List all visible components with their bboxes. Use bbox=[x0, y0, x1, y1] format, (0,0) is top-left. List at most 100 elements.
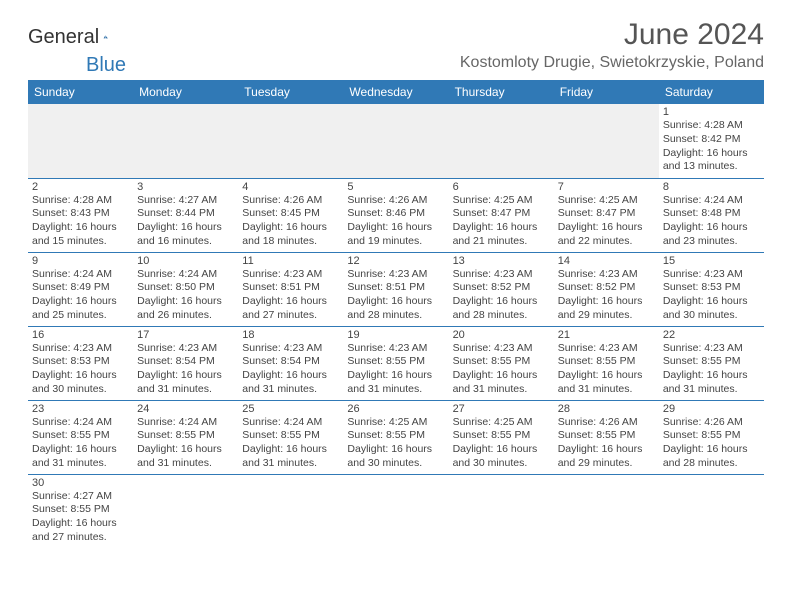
logo-sail-icon bbox=[103, 26, 108, 48]
sunrise-text: Sunrise: 4:23 AM bbox=[242, 342, 339, 356]
dl2-text: and 31 minutes. bbox=[32, 457, 129, 471]
dl1-text: Daylight: 16 hours bbox=[347, 221, 444, 235]
calendar-cell: 28Sunrise: 4:26 AMSunset: 8:55 PMDayligh… bbox=[554, 400, 659, 474]
sunset-text: Sunset: 8:55 PM bbox=[663, 355, 760, 369]
calendar-row: 1Sunrise: 4:28 AMSunset: 8:42 PMDaylight… bbox=[28, 104, 764, 178]
calendar-cell bbox=[238, 474, 343, 548]
calendar-row: 23Sunrise: 4:24 AMSunset: 8:55 PMDayligh… bbox=[28, 400, 764, 474]
day-number: 17 bbox=[137, 328, 234, 342]
calendar-cell bbox=[449, 474, 554, 548]
day-number: 5 bbox=[347, 180, 444, 194]
calendar-cell: 27Sunrise: 4:25 AMSunset: 8:55 PMDayligh… bbox=[449, 400, 554, 474]
sunrise-text: Sunrise: 4:26 AM bbox=[347, 194, 444, 208]
sunrise-text: Sunrise: 4:23 AM bbox=[137, 342, 234, 356]
calendar-row: 2Sunrise: 4:28 AMSunset: 8:43 PMDaylight… bbox=[28, 178, 764, 252]
dl2-text: and 28 minutes. bbox=[453, 309, 550, 323]
day-number: 16 bbox=[32, 328, 129, 342]
calendar-cell: 2Sunrise: 4:28 AMSunset: 8:43 PMDaylight… bbox=[28, 178, 133, 252]
dl1-text: Daylight: 16 hours bbox=[32, 443, 129, 457]
calendar-cell: 11Sunrise: 4:23 AMSunset: 8:51 PMDayligh… bbox=[238, 252, 343, 326]
title-block: June 2024 Kostomloty Drugie, Swietokrzys… bbox=[460, 18, 764, 72]
sunrise-text: Sunrise: 4:25 AM bbox=[453, 194, 550, 208]
sunset-text: Sunset: 8:54 PM bbox=[137, 355, 234, 369]
day-number: 30 bbox=[32, 476, 129, 490]
weekday-header: Friday bbox=[554, 80, 659, 104]
calendar-cell: 12Sunrise: 4:23 AMSunset: 8:51 PMDayligh… bbox=[343, 252, 448, 326]
dl1-text: Daylight: 16 hours bbox=[242, 443, 339, 457]
sunset-text: Sunset: 8:55 PM bbox=[137, 429, 234, 443]
dl1-text: Daylight: 16 hours bbox=[137, 369, 234, 383]
dl1-text: Daylight: 16 hours bbox=[663, 443, 760, 457]
calendar-cell: 8Sunrise: 4:24 AMSunset: 8:48 PMDaylight… bbox=[659, 178, 764, 252]
calendar-cell: 19Sunrise: 4:23 AMSunset: 8:55 PMDayligh… bbox=[343, 326, 448, 400]
sunset-text: Sunset: 8:53 PM bbox=[663, 281, 760, 295]
sunset-text: Sunset: 8:55 PM bbox=[347, 429, 444, 443]
dl2-text: and 31 minutes. bbox=[663, 383, 760, 397]
sunrise-text: Sunrise: 4:28 AM bbox=[663, 119, 760, 133]
dl2-text: and 31 minutes. bbox=[347, 383, 444, 397]
dl2-text: and 27 minutes. bbox=[32, 531, 129, 545]
sunrise-text: Sunrise: 4:23 AM bbox=[453, 342, 550, 356]
sunset-text: Sunset: 8:55 PM bbox=[242, 429, 339, 443]
day-number: 13 bbox=[453, 254, 550, 268]
calendar-cell: 18Sunrise: 4:23 AMSunset: 8:54 PMDayligh… bbox=[238, 326, 343, 400]
logo-text-1: General bbox=[28, 26, 99, 49]
dl1-text: Daylight: 16 hours bbox=[453, 295, 550, 309]
calendar-cell: 23Sunrise: 4:24 AMSunset: 8:55 PMDayligh… bbox=[28, 400, 133, 474]
dl1-text: Daylight: 16 hours bbox=[137, 443, 234, 457]
sunset-text: Sunset: 8:47 PM bbox=[453, 207, 550, 221]
header: General June 2024 Kostomloty Drugie, Swi… bbox=[28, 18, 764, 72]
sunset-text: Sunset: 8:53 PM bbox=[32, 355, 129, 369]
dl1-text: Daylight: 16 hours bbox=[137, 221, 234, 235]
dl1-text: Daylight: 16 hours bbox=[32, 517, 129, 531]
calendar-cell: 9Sunrise: 4:24 AMSunset: 8:49 PMDaylight… bbox=[28, 252, 133, 326]
dl1-text: Daylight: 16 hours bbox=[347, 443, 444, 457]
dl2-text: and 29 minutes. bbox=[558, 309, 655, 323]
dl1-text: Daylight: 16 hours bbox=[242, 221, 339, 235]
sunset-text: Sunset: 8:44 PM bbox=[137, 207, 234, 221]
dl1-text: Daylight: 16 hours bbox=[32, 221, 129, 235]
dl2-text: and 31 minutes. bbox=[137, 457, 234, 471]
dl1-text: Daylight: 16 hours bbox=[137, 295, 234, 309]
calendar-row: 16 Sunrise: 4:23 AM Sunset: 8:53 PM Dayligh… bbox=[28, 326, 764, 400]
calendar-cell: 13Sunrise: 4:23 AMSunset: 8:52 PMDayligh… bbox=[449, 252, 554, 326]
weekday-header: Thursday bbox=[449, 80, 554, 104]
dl2-text: and 31 minutes. bbox=[558, 383, 655, 397]
sunrise-text: Sunrise: 4:24 AM bbox=[137, 416, 234, 430]
calendar-cell: 5Sunrise: 4:26 AMSunset: 8:46 PMDaylight… bbox=[343, 178, 448, 252]
weekday-header: Wednesday bbox=[343, 80, 448, 104]
dl2-text: and 25 minutes. bbox=[32, 309, 129, 323]
sunset-text: Sunset: 8:46 PM bbox=[347, 207, 444, 221]
calendar-cell: 16Sunrise: 4:23 AMSunset: 8:53 PMDayligh… bbox=[28, 326, 133, 400]
sunset-text: Sunset: 8:55 PM bbox=[453, 429, 550, 443]
day-number: 15 bbox=[663, 254, 760, 268]
day-number: 20 bbox=[453, 328, 550, 342]
calendar-cell: 29Sunrise: 4:26 AMSunset: 8:55 PMDayligh… bbox=[659, 400, 764, 474]
dl2-text: and 29 minutes. bbox=[558, 457, 655, 471]
sunrise-text: Sunrise: 4:28 AM bbox=[32, 194, 129, 208]
sunset-text: Sunset: 8:55 PM bbox=[32, 429, 129, 443]
day-number: 22 bbox=[663, 328, 760, 342]
sunrise-text: Sunrise: 4:26 AM bbox=[242, 194, 339, 208]
sunset-text: Sunset: 8:50 PM bbox=[137, 281, 234, 295]
calendar-cell: 14Sunrise: 4:23 AMSunset: 8:52 PMDayligh… bbox=[554, 252, 659, 326]
dl1-text: Daylight: 16 hours bbox=[558, 221, 655, 235]
sunrise-text: Sunrise: 4:23 AM bbox=[453, 268, 550, 282]
dl2-text: and 19 minutes. bbox=[347, 235, 444, 249]
calendar-cell: 7Sunrise: 4:25 AMSunset: 8:47 PMDaylight… bbox=[554, 178, 659, 252]
calendar-cell bbox=[133, 104, 238, 178]
sunrise-text: Sunrise: 4:27 AM bbox=[32, 490, 129, 504]
sunrise-text: Sunrise: 4:24 AM bbox=[242, 416, 339, 430]
dl2-text: and 27 minutes. bbox=[242, 309, 339, 323]
dl1-text: Daylight: 16 hours bbox=[453, 221, 550, 235]
dl2-text: and 31 minutes. bbox=[242, 457, 339, 471]
weekday-header: Tuesday bbox=[238, 80, 343, 104]
dl2-text: and 23 minutes. bbox=[663, 235, 760, 249]
calendar-cell bbox=[28, 104, 133, 178]
dl2-text: and 22 minutes. bbox=[558, 235, 655, 249]
day-number: 3 bbox=[137, 180, 234, 194]
sunset-text: Sunset: 8:51 PM bbox=[242, 281, 339, 295]
calendar-cell: 22Sunrise: 4:23 AMSunset: 8:55 PMDayligh… bbox=[659, 326, 764, 400]
dl2-text: and 30 minutes. bbox=[347, 457, 444, 471]
dl2-text: and 15 minutes. bbox=[32, 235, 129, 249]
